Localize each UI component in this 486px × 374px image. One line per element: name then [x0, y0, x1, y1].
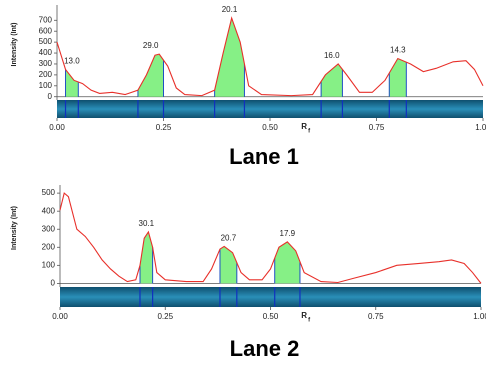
x-axis-label-subscript: f [308, 129, 311, 135]
peak-label: 30.1 [139, 219, 155, 228]
x-tick-label: 0.50 [263, 312, 279, 321]
peak-label: 17.9 [280, 229, 296, 238]
intensity-curve [57, 18, 483, 96]
x-tick-label: 0.25 [156, 123, 172, 132]
peak-label: 20.1 [222, 5, 238, 14]
x-axis-label: R [301, 122, 307, 131]
intensity-curve [60, 193, 481, 283]
lane-title: Lane 2 [230, 336, 300, 361]
y-tick-label: 500 [39, 37, 53, 46]
x-tick-label: 0.00 [52, 312, 68, 321]
y-tick-label: 100 [42, 260, 56, 269]
peak-area [215, 18, 245, 97]
y-tick-label: 100 [39, 81, 53, 90]
lane-title: Lane 1 [229, 144, 299, 169]
y-tick-label: 600 [39, 26, 53, 35]
peak-area [389, 59, 406, 97]
x-tick-label: 0.25 [157, 312, 173, 321]
x-tick-label: 1.00 [473, 312, 486, 321]
x-tick-label: 0.75 [368, 312, 384, 321]
peak-area [220, 246, 237, 283]
x-tick-label: 0.75 [369, 123, 385, 132]
y-tick-label: 300 [42, 224, 56, 233]
y-axis-label: Intensity (Int) [11, 23, 18, 67]
peak-label: 20.7 [221, 233, 237, 242]
y-tick-label: 0 [48, 92, 53, 101]
lane-strip [57, 100, 483, 118]
x-axis-label: R [301, 311, 307, 320]
y-tick-label: 400 [42, 206, 56, 215]
page: 0 100 200 300 400 500 600 700 Intensity (Int) 13.… [0, 0, 486, 374]
x-axis-label-subscript: f [308, 318, 311, 324]
peak-label: 16.0 [324, 51, 340, 60]
x-tick-label: 1.00 [475, 123, 486, 132]
lane-strip [60, 287, 481, 307]
x-tick-label: 0.50 [262, 123, 278, 132]
y-tick-label: 300 [39, 59, 53, 68]
y-tick-label: 200 [42, 242, 56, 251]
y-axis-label: Intensity (Int) [11, 206, 18, 250]
peak-area [66, 69, 79, 96]
y-tick-label: 700 [39, 15, 53, 24]
peak-area [138, 54, 164, 97]
densitometry-figure: 0 100 200 300 400 500 600 700 Intensity (Int) 13.… [0, 0, 486, 369]
y-tick-label: 400 [39, 48, 53, 57]
x-tick-label: 0.00 [49, 123, 65, 132]
y-tick-label: 200 [39, 70, 53, 79]
y-tick-label: 500 [42, 188, 56, 197]
peak-label: 14.3 [390, 46, 406, 55]
peak-label: 29.0 [143, 41, 159, 50]
y-tick-label: 0 [51, 278, 56, 287]
peak-label: 13.0 [64, 57, 80, 66]
